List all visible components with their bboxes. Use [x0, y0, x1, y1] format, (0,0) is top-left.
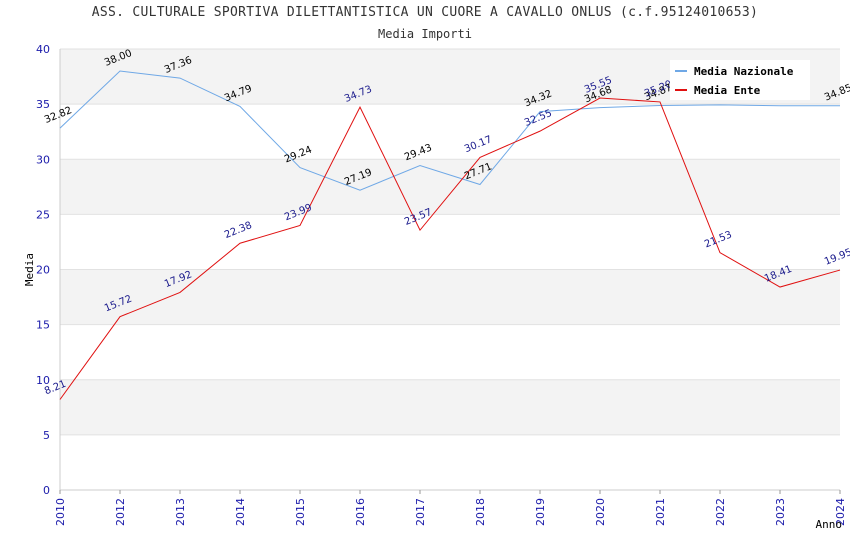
grid-band: [60, 269, 840, 325]
x-tick-label: 2016: [354, 498, 367, 526]
grid-band: [60, 159, 840, 215]
x-tick-label: 2014: [234, 498, 247, 526]
legend-label: Media Ente: [694, 84, 761, 97]
y-axis-label: Media: [23, 253, 36, 286]
x-tick-label: 2024: [834, 498, 847, 526]
y-tick-label: 40: [36, 43, 50, 56]
x-tick-label: 2019: [534, 498, 547, 526]
y-tick-label: 5: [43, 429, 50, 442]
x-tick-label: 2015: [294, 498, 307, 526]
y-tick-label: 35: [36, 98, 50, 111]
chart-subtitle: Media Importi: [378, 27, 472, 41]
series-line-media-ente: [59, 97, 841, 400]
x-tick-label: 2018: [474, 498, 487, 526]
y-tick-label: 10: [36, 374, 50, 387]
chart-title: ASS. CULTURALE SPORTIVA DILETTANTISTICA …: [91, 5, 759, 20]
y-tick-label: 15: [36, 319, 50, 332]
x-tick-label: 2012: [114, 498, 127, 526]
grid-band: [60, 324, 840, 380]
grid-band: [60, 104, 840, 160]
grid-band: [60, 214, 840, 270]
x-tick-label: 2013: [174, 498, 187, 526]
y-tick-label: 0: [43, 484, 50, 497]
x-tick-label: 2022: [714, 498, 727, 526]
x-tick-label: 2010: [54, 498, 67, 526]
y-tick-label: 30: [36, 153, 50, 166]
x-tick-label: 2023: [774, 498, 787, 526]
series-line-media-nazionale: [59, 70, 840, 191]
grid-band: [60, 379, 840, 435]
x-axis-label: Anno: [816, 518, 843, 531]
legend-box: [670, 60, 810, 100]
x-tick-label: 2017: [414, 498, 427, 526]
x-tick-label: 2020: [594, 498, 607, 526]
x-tick-label: 2021: [654, 498, 667, 526]
y-tick-label: 25: [36, 208, 50, 221]
legend-label: Media Nazionale: [694, 65, 794, 78]
grid-band: [60, 434, 840, 490]
y-tick-label: 20: [36, 264, 50, 277]
